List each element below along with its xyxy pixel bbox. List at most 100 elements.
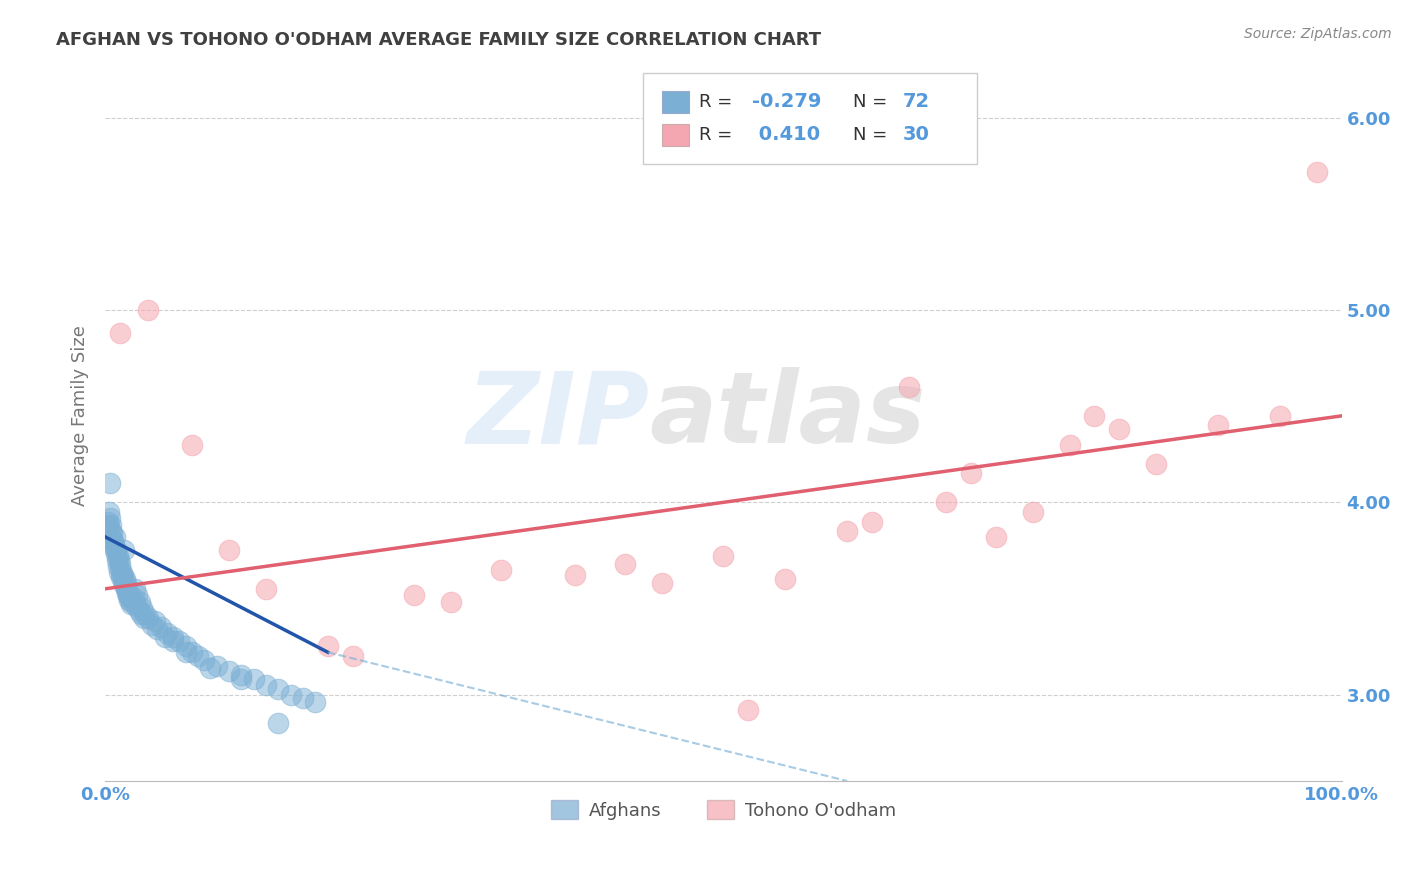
Point — [737, 703, 759, 717]
Point — [103, 533, 125, 548]
Point — [100, 518, 122, 533]
Point — [316, 640, 339, 654]
Point — [100, 524, 122, 538]
Point — [138, 303, 160, 318]
Point — [128, 603, 150, 617]
Point — [205, 658, 228, 673]
Bar — [662, 124, 689, 145]
Point — [1144, 457, 1167, 471]
Point — [860, 515, 883, 529]
Point — [105, 543, 128, 558]
Point — [404, 588, 426, 602]
Point — [125, 599, 148, 613]
Text: N =: N = — [853, 93, 893, 111]
FancyBboxPatch shape — [643, 72, 977, 164]
Text: R =: R = — [699, 93, 738, 111]
Point — [564, 568, 586, 582]
Point — [218, 543, 240, 558]
Point — [111, 568, 134, 582]
Point — [132, 610, 155, 624]
Point — [108, 557, 131, 571]
Point — [108, 326, 131, 341]
Point — [121, 595, 143, 609]
Point — [267, 716, 290, 731]
Point — [231, 668, 253, 682]
Text: 0.410: 0.410 — [752, 125, 820, 145]
Point — [117, 582, 139, 596]
Point — [114, 572, 136, 586]
Point — [292, 691, 315, 706]
Point — [342, 649, 364, 664]
Point — [127, 588, 149, 602]
Point — [103, 538, 125, 552]
Point — [118, 593, 141, 607]
Point — [1206, 418, 1229, 433]
Point — [897, 380, 920, 394]
Point — [117, 590, 139, 604]
Point — [115, 576, 138, 591]
Point — [254, 678, 277, 692]
Point — [187, 649, 209, 664]
Point — [111, 568, 134, 582]
Point — [1268, 409, 1291, 423]
Point — [489, 563, 512, 577]
Point — [613, 557, 636, 571]
Text: AFGHAN VS TOHONO O'ODHAM AVERAGE FAMILY SIZE CORRELATION CHART: AFGHAN VS TOHONO O'ODHAM AVERAGE FAMILY … — [56, 31, 821, 49]
Text: 30: 30 — [903, 125, 929, 145]
Point — [141, 618, 163, 632]
Point — [98, 510, 121, 524]
Point — [110, 563, 132, 577]
Point — [97, 505, 120, 519]
Bar — [662, 91, 689, 112]
Point — [1083, 409, 1105, 423]
Point — [124, 582, 146, 596]
Point — [153, 630, 176, 644]
Y-axis label: Average Family Size: Average Family Size — [72, 326, 89, 507]
Point — [108, 565, 131, 579]
Point — [984, 530, 1007, 544]
Point — [837, 524, 859, 538]
Point — [959, 467, 981, 481]
Text: Source: ZipAtlas.com: Source: ZipAtlas.com — [1244, 27, 1392, 41]
Point — [280, 688, 302, 702]
Point — [169, 633, 191, 648]
Point — [134, 607, 156, 621]
Point — [114, 582, 136, 596]
Point — [120, 597, 142, 611]
Point — [128, 595, 150, 609]
Point — [122, 591, 145, 606]
Point — [103, 541, 125, 556]
Point — [254, 582, 277, 596]
Point — [1306, 165, 1329, 179]
Point — [193, 653, 215, 667]
Point — [200, 660, 222, 674]
Text: atlas: atlas — [650, 368, 925, 465]
Point — [775, 572, 797, 586]
Point — [156, 626, 179, 640]
Text: 72: 72 — [903, 92, 929, 112]
Point — [174, 645, 197, 659]
Legend: Afghans, Tohono O'odham: Afghans, Tohono O'odham — [544, 793, 903, 827]
Point — [1108, 422, 1130, 436]
Point — [107, 549, 129, 563]
Point — [180, 438, 202, 452]
Point — [138, 610, 160, 624]
Point — [162, 630, 184, 644]
Point — [112, 574, 135, 588]
Point — [101, 533, 124, 548]
Point — [97, 518, 120, 533]
Point — [101, 526, 124, 541]
Point — [131, 601, 153, 615]
Point — [440, 595, 463, 609]
Point — [107, 558, 129, 573]
Point — [118, 591, 141, 606]
Point — [218, 665, 240, 679]
Point — [1059, 438, 1081, 452]
Point — [129, 607, 152, 621]
Point — [146, 622, 169, 636]
Point — [304, 695, 326, 709]
Point — [267, 681, 290, 696]
Point — [231, 672, 253, 686]
Point — [180, 645, 202, 659]
Point — [149, 620, 172, 634]
